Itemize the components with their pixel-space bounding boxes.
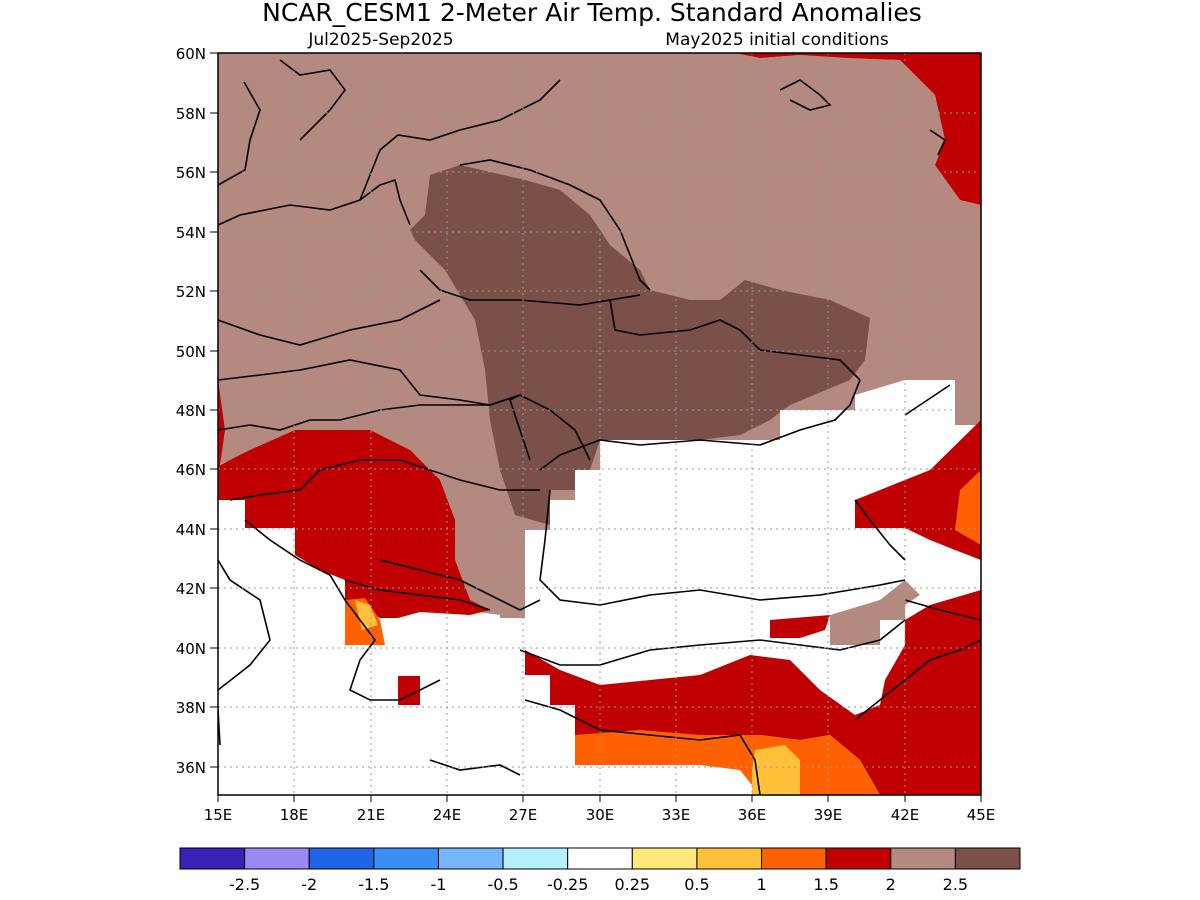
legend-colorbar xyxy=(179,847,1021,870)
legend-swatch xyxy=(373,847,439,870)
legend-swatch xyxy=(244,847,310,870)
figure-title: NCAR_CESM1 2-Meter Air Temp. Standard An… xyxy=(262,0,922,27)
legend-swatch xyxy=(631,847,698,870)
lon-label: 45E xyxy=(967,806,996,824)
init-label: May2025 initial conditions xyxy=(665,30,889,50)
legend-label: 1 xyxy=(756,875,766,894)
lat-label: 56N xyxy=(176,164,206,182)
lat-label: 60N xyxy=(176,45,206,63)
lon-label: 27E xyxy=(509,806,538,824)
legend-label: 2 xyxy=(886,875,896,894)
legend-label: 0.5 xyxy=(684,875,709,894)
legend-labels: -2.5 -2 -1.5 -1 -0.5 -0.25 0.25 0.5 1 1.5 2 2.5 xyxy=(229,875,968,894)
lat-label: 42N xyxy=(176,580,206,598)
lon-label: 33E xyxy=(662,806,691,824)
lat-label: 48N xyxy=(176,402,206,420)
lat-axis: 60N 58N 56N 54N 52N 50N 48N 46N 44N 42N … xyxy=(176,45,218,777)
anomaly-region-red-caucasus xyxy=(855,420,981,560)
anomaly-region-dark-brown xyxy=(410,165,870,525)
anomaly-region-red-ural xyxy=(735,53,981,205)
legend-swatch xyxy=(825,847,892,870)
caspian-mask xyxy=(905,380,955,440)
lon-label: 36E xyxy=(738,806,767,824)
lon-axis: 15E 18E 21E 24E 27E 30E 33E 36E 39E 42E … xyxy=(204,795,996,824)
lon-label: 42E xyxy=(891,806,920,824)
lon-label: 18E xyxy=(280,806,309,824)
lon-label: 39E xyxy=(814,806,843,824)
lat-label: 50N xyxy=(176,343,206,361)
anomaly-region-red-anatolia xyxy=(525,590,981,795)
anomaly-region-red-balkans xyxy=(218,380,490,618)
legend-label: -1 xyxy=(430,875,446,894)
lat-label: 52N xyxy=(176,283,206,301)
anomaly-region-orange-south xyxy=(575,730,880,795)
period-label: Jul2025-Sep2025 xyxy=(307,30,453,50)
lat-label: 36N xyxy=(176,759,206,777)
legend-swatch xyxy=(308,847,375,870)
lon-label: 15E xyxy=(204,806,233,824)
legend-label: -2 xyxy=(301,875,317,894)
legend-swatch xyxy=(179,847,246,870)
legend-label: 1.5 xyxy=(813,875,838,894)
legend-swatch xyxy=(502,847,569,870)
legend-label: 0.25 xyxy=(614,875,650,894)
legend-label: -1.5 xyxy=(358,875,389,894)
lat-label: 54N xyxy=(176,224,206,242)
graticule xyxy=(218,53,981,795)
anomaly-region-light-orange xyxy=(752,745,800,795)
lon-label: 21E xyxy=(357,806,386,824)
coastlines-borders xyxy=(218,59,981,795)
legend-swatch xyxy=(567,847,633,870)
legend-swatch xyxy=(954,847,1021,870)
lat-label: 44N xyxy=(176,521,206,539)
anomaly-region-orange-east xyxy=(955,470,981,545)
legend-label: -0.5 xyxy=(487,875,518,894)
legend-swatch xyxy=(890,847,956,870)
legend-label: 2.5 xyxy=(943,875,968,894)
legend-label: -0.25 xyxy=(547,875,588,894)
map-plot-area xyxy=(218,53,981,795)
lon-label: 30E xyxy=(586,806,615,824)
legend-label: -2.5 xyxy=(229,875,260,894)
legend-swatch xyxy=(437,847,504,870)
legend-swatch xyxy=(696,847,763,870)
lat-label: 40N xyxy=(176,640,206,658)
legend-swatch xyxy=(761,847,827,870)
lat-label: 58N xyxy=(176,105,206,123)
lon-label: 24E xyxy=(433,806,462,824)
lat-label: 38N xyxy=(176,699,206,717)
anomaly-region-red-peloponnese xyxy=(398,676,420,705)
anomaly-region-light-orange-albania xyxy=(355,600,378,630)
anomaly-region-red-small xyxy=(770,615,830,638)
lat-label: 46N xyxy=(176,461,206,479)
